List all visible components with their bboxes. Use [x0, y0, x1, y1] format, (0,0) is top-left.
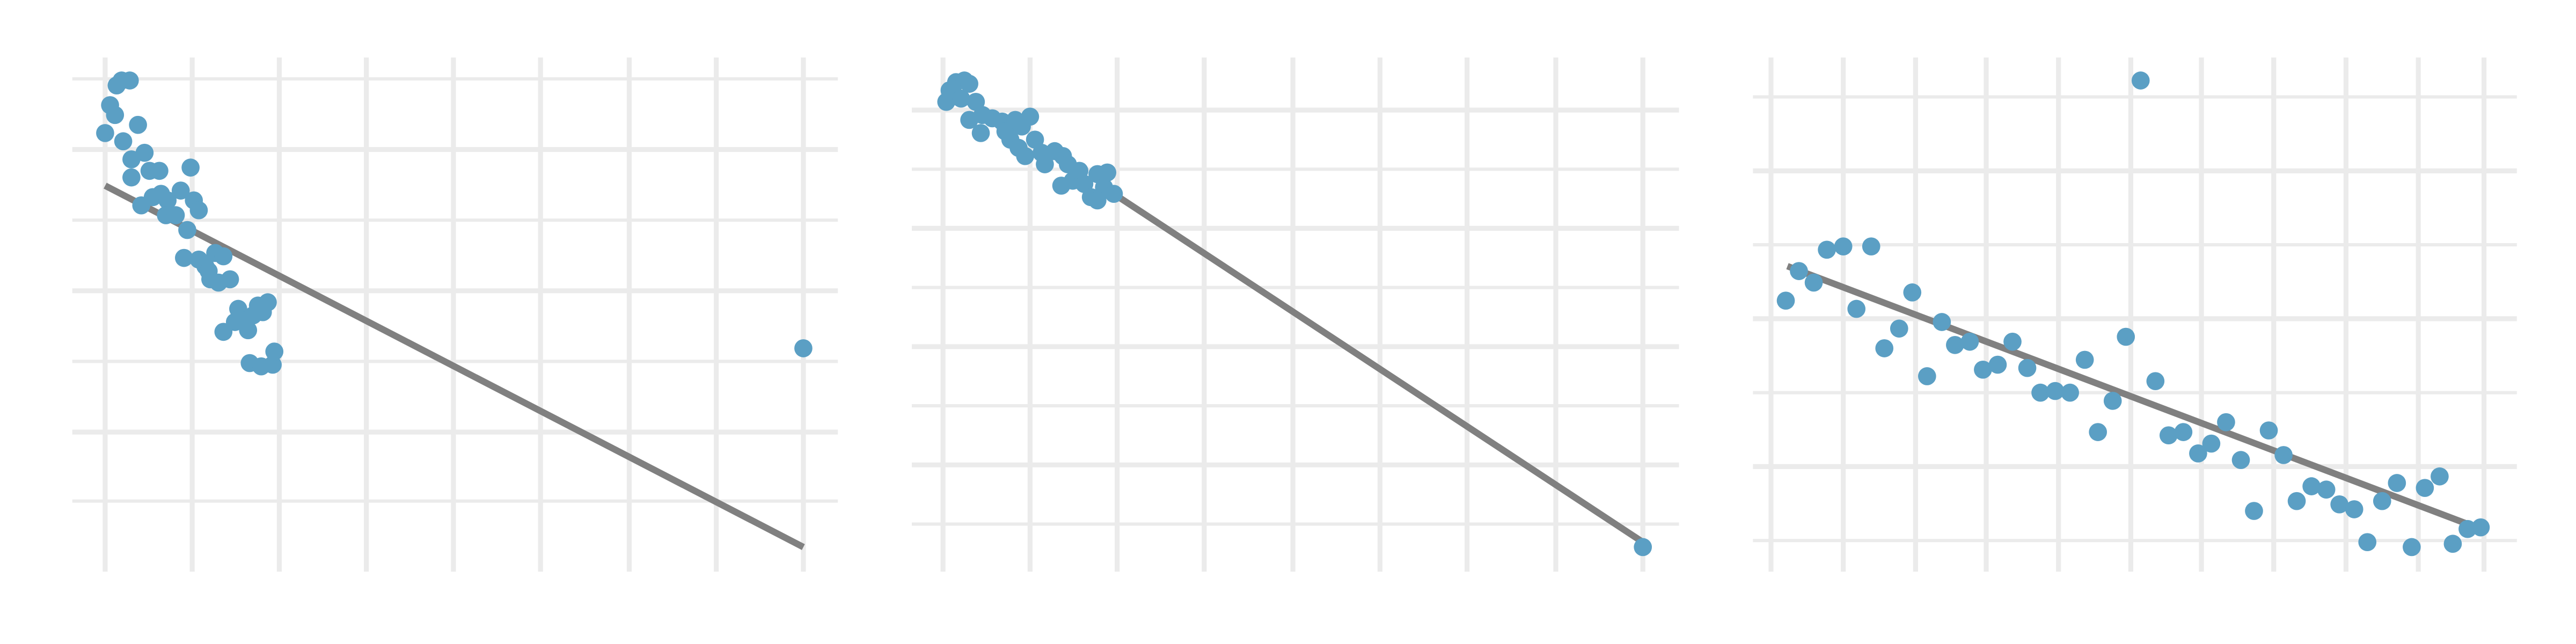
- point: [1890, 319, 1908, 338]
- point: [2345, 500, 2363, 518]
- point: [794, 339, 813, 357]
- point: [2373, 492, 2391, 510]
- point: [2431, 467, 2449, 486]
- point: [166, 206, 185, 224]
- point: [2146, 372, 2165, 391]
- point: [1804, 273, 1823, 292]
- point: [171, 181, 190, 200]
- point: [971, 124, 990, 142]
- point: [1834, 237, 1853, 256]
- point: [2416, 479, 2434, 497]
- point: [1946, 336, 1964, 354]
- point: [2330, 495, 2349, 514]
- point: [114, 132, 133, 151]
- point: [2046, 382, 2065, 400]
- point: [2018, 358, 2037, 377]
- point: [1903, 283, 1922, 302]
- point: [259, 293, 277, 312]
- point: [199, 262, 218, 280]
- point: [1790, 262, 1808, 280]
- point: [2117, 327, 2135, 346]
- point: [2458, 519, 2477, 538]
- point: [1016, 147, 1035, 165]
- point: [214, 247, 233, 266]
- point: [239, 321, 258, 340]
- point: [1104, 185, 1123, 203]
- point: [121, 71, 139, 90]
- trend-line: [1112, 191, 1645, 545]
- point: [2274, 446, 2293, 464]
- point: [1933, 313, 1951, 331]
- point: [2189, 444, 2207, 463]
- point: [2302, 477, 2321, 495]
- point: [189, 201, 208, 219]
- point: [1862, 237, 1880, 256]
- point: [2103, 392, 2122, 410]
- point: [2061, 383, 2079, 402]
- point: [2031, 383, 2050, 402]
- point: [1847, 299, 1866, 318]
- point: [2245, 502, 2263, 520]
- point: [2403, 538, 2421, 557]
- point: [158, 191, 177, 210]
- point: [221, 270, 239, 289]
- point: [2202, 434, 2221, 453]
- point: [150, 162, 169, 180]
- point: [1021, 107, 1040, 126]
- point: [2089, 423, 2107, 441]
- point: [135, 143, 154, 162]
- point: [2075, 350, 2094, 369]
- point: [264, 355, 282, 374]
- point: [1776, 291, 1795, 310]
- point: [1974, 360, 1992, 379]
- point: [2471, 518, 2490, 537]
- point: [122, 168, 141, 187]
- trend-line: [1786, 263, 2482, 532]
- point: [2231, 451, 2250, 469]
- point: [96, 124, 114, 142]
- point: [2358, 533, 2377, 552]
- point: [181, 158, 200, 177]
- point: [952, 89, 970, 108]
- point: [2003, 332, 2022, 351]
- point: [1634, 538, 1652, 557]
- point: [106, 106, 125, 125]
- point: [2388, 474, 2406, 492]
- point: [178, 221, 196, 239]
- point: [1818, 240, 1836, 259]
- point: [2287, 492, 2306, 510]
- point: [1988, 355, 2007, 374]
- point: [1036, 155, 1054, 173]
- point: [2131, 71, 2150, 90]
- point: [1088, 191, 1107, 210]
- point: [175, 248, 193, 267]
- point: [2259, 421, 2278, 440]
- point: [2159, 426, 2178, 445]
- point: [2443, 535, 2462, 553]
- trend-line: [104, 182, 805, 550]
- point: [129, 115, 147, 134]
- point: [2317, 480, 2336, 499]
- point: [2217, 413, 2235, 431]
- point: [1098, 163, 1117, 182]
- point: [2174, 423, 2193, 441]
- point: [1875, 339, 1894, 357]
- point: [1960, 332, 1979, 351]
- point: [960, 75, 978, 93]
- point: [265, 342, 284, 361]
- point: [1918, 367, 1936, 385]
